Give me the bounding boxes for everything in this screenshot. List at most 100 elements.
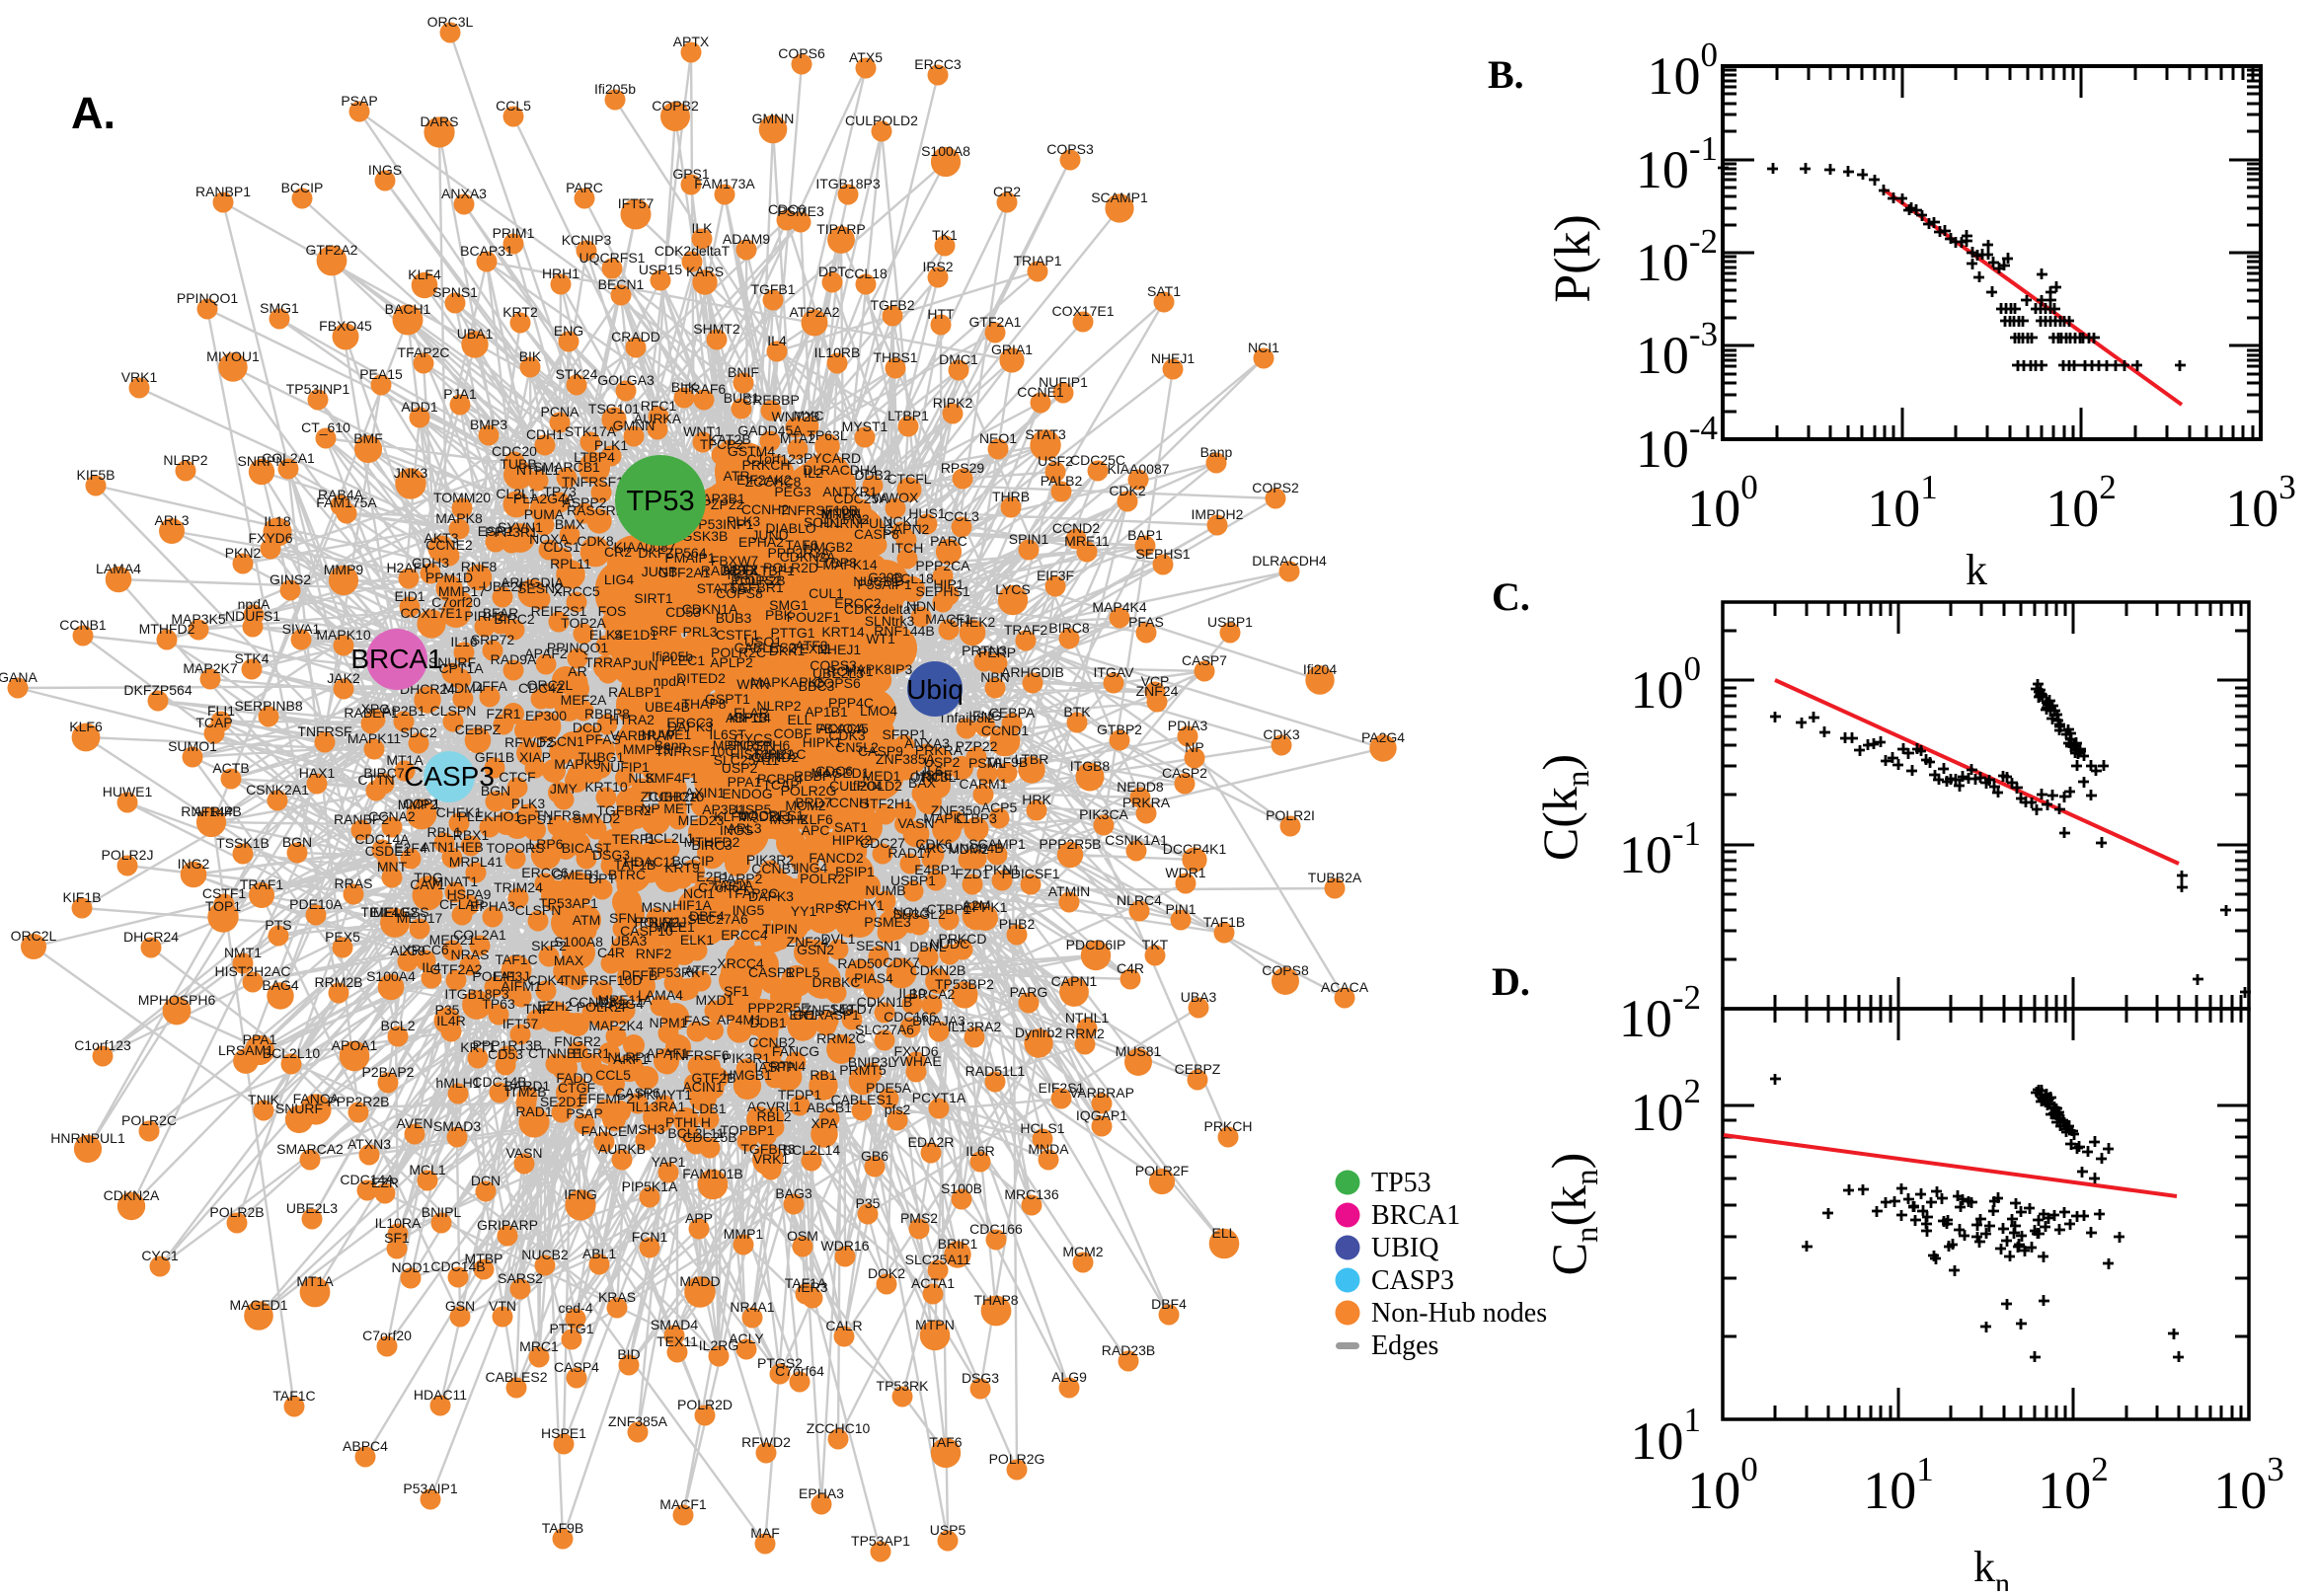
svg-text:PPP2R5B: PPP2R5B bbox=[1039, 836, 1101, 852]
svg-text:EN1: EN1 bbox=[789, 1007, 815, 1023]
svg-text:EID1: EID1 bbox=[394, 588, 425, 604]
svg-text:EPHA3: EPHA3 bbox=[799, 1485, 844, 1501]
svg-text:BNIP3L: BNIP3L bbox=[848, 1054, 895, 1070]
svg-text:POLR2C: POLR2C bbox=[121, 1112, 177, 1128]
svg-text:10-1: 10-1 bbox=[1636, 129, 1718, 199]
svg-text:YWHAE: YWHAE bbox=[890, 1053, 941, 1069]
svg-text:k: k bbox=[1966, 546, 1987, 594]
svg-text:ABPC4: ABPC4 bbox=[343, 1438, 388, 1454]
svg-text:PRTN3: PRTN3 bbox=[962, 643, 1007, 658]
svg-text:NDN: NDN bbox=[906, 598, 936, 614]
svg-text:REIF2S1: REIF2S1 bbox=[531, 603, 587, 619]
svg-text:ORC2L: ORC2L bbox=[11, 928, 57, 944]
svg-text:NLRP1: NLRP1 bbox=[607, 1049, 652, 1065]
svg-text:PFAS: PFAS bbox=[1128, 614, 1164, 630]
svg-text:FANCD2: FANCD2 bbox=[809, 850, 863, 866]
svg-text:FXYD6: FXYD6 bbox=[893, 1043, 938, 1059]
svg-text:10-2: 10-2 bbox=[1636, 222, 1718, 292]
svg-text:DLRACDH4: DLRACDH4 bbox=[803, 462, 878, 478]
svg-text:TGFBR3: TGFBR3 bbox=[740, 1141, 795, 1157]
svg-text:RABEP1: RABEP1 bbox=[344, 705, 398, 721]
svg-text:G20B: G20B bbox=[868, 570, 903, 585]
svg-text:SIRT1: SIRT1 bbox=[634, 590, 673, 606]
svg-text:TOMM20: TOMM20 bbox=[433, 490, 491, 505]
svg-text:SLC27A6: SLC27A6 bbox=[855, 1022, 914, 1037]
svg-text:BRCA1: BRCA1 bbox=[350, 644, 442, 674]
svg-text:NPM1: NPM1 bbox=[650, 1015, 688, 1030]
svg-text:PA2G4: PA2G4 bbox=[1361, 729, 1405, 745]
svg-text:PTS: PTS bbox=[265, 917, 291, 933]
svg-text:TUBB2A: TUBB2A bbox=[1308, 870, 1362, 885]
svg-text:NRAS: NRAS bbox=[451, 947, 490, 962]
svg-text:CDC14A: CDC14A bbox=[354, 831, 410, 847]
svg-text:CDS1: CDS1 bbox=[543, 539, 580, 555]
svg-text:MMP9: MMP9 bbox=[324, 562, 364, 577]
svg-text:MRE11: MRE11 bbox=[1064, 533, 1110, 549]
svg-text:CDK2: CDK2 bbox=[1109, 483, 1146, 498]
svg-text:EIF3J: EIF3J bbox=[494, 968, 530, 984]
svg-text:CCNH2: CCNH2 bbox=[741, 501, 789, 517]
svg-text:DLRACDH4: DLRACDH4 bbox=[1252, 553, 1327, 569]
svg-text:LTBP1: LTBP1 bbox=[888, 408, 929, 423]
svg-text:PSME3: PSME3 bbox=[777, 203, 824, 219]
svg-text:MAP4K4: MAP4K4 bbox=[1092, 599, 1146, 615]
svg-text:TGFB1: TGFB1 bbox=[750, 281, 795, 297]
svg-text:CCL3: CCL3 bbox=[944, 508, 979, 524]
svg-text:NLRP2: NLRP2 bbox=[163, 452, 207, 468]
svg-text:ING5: ING5 bbox=[733, 902, 765, 918]
svg-text:DRBKC: DRBKC bbox=[811, 974, 860, 990]
svg-text:Ubiq: Ubiq bbox=[906, 674, 964, 705]
svg-text:DKFZP564: DKFZP564 bbox=[638, 545, 706, 561]
svg-text:MTHFD2: MTHFD2 bbox=[139, 621, 195, 637]
svg-text:THRB: THRB bbox=[992, 489, 1030, 504]
svg-text:MAPKAPK5: MAPKAPK5 bbox=[750, 674, 825, 690]
svg-text:GRIPARP: GRIPARP bbox=[477, 1217, 538, 1233]
svg-text:GB6: GB6 bbox=[861, 1148, 888, 1164]
svg-text:GINS2: GINS2 bbox=[270, 571, 311, 587]
svg-text:SHMT2: SHMT2 bbox=[693, 321, 740, 337]
svg-text:TK1: TK1 bbox=[932, 227, 958, 243]
svg-text:WDR1: WDR1 bbox=[1165, 865, 1205, 880]
svg-text:KLF6: KLF6 bbox=[69, 719, 103, 734]
svg-text:PLK3: PLK3 bbox=[511, 796, 545, 811]
svg-text:TAF6: TAF6 bbox=[929, 1434, 962, 1450]
svg-text:FBXO45: FBXO45 bbox=[815, 721, 869, 736]
svg-text:ILK: ILK bbox=[691, 220, 713, 236]
svg-text:SEPHS1: SEPHS1 bbox=[915, 583, 969, 599]
svg-text:USP5: USP5 bbox=[930, 1522, 966, 1538]
svg-text:JUND: JUND bbox=[751, 527, 788, 543]
svg-text:CCNB2: CCNB2 bbox=[748, 1034, 796, 1050]
svg-text:PARC: PARC bbox=[930, 533, 967, 549]
svg-text:TP53RK: TP53RK bbox=[649, 964, 702, 980]
svg-text:CEBPZ: CEBPZ bbox=[455, 722, 502, 737]
svg-text:ZCCHC8: ZCCHC8 bbox=[745, 474, 802, 490]
svg-text:PPA1: PPA1 bbox=[243, 1031, 277, 1047]
svg-text:CCND1: CCND1 bbox=[981, 722, 1029, 738]
svg-text:CTCF: CTCF bbox=[499, 769, 535, 785]
svg-text:CCL18: CCL18 bbox=[844, 266, 888, 281]
svg-text:SRP72: SRP72 bbox=[471, 632, 515, 647]
svg-text:B.: B. bbox=[1488, 52, 1524, 97]
svg-text:ZNF148: ZNF148 bbox=[804, 1002, 854, 1018]
svg-text:MNT: MNT bbox=[377, 859, 408, 874]
svg-text:ARF1: ARF1 bbox=[613, 1051, 649, 1067]
svg-text:HIST2H2AC: HIST2H2AC bbox=[214, 963, 290, 979]
svg-text:SOD1: SOD1 bbox=[804, 514, 841, 530]
svg-text:CARM1: CARM1 bbox=[959, 776, 1007, 792]
svg-text:PMS2: PMS2 bbox=[900, 1210, 938, 1226]
svg-text:ced-4: ced-4 bbox=[558, 1300, 592, 1316]
svg-text:ITGB18P3: ITGB18P3 bbox=[444, 986, 509, 1002]
svg-text:WNT2B: WNT2B bbox=[772, 409, 820, 424]
svg-text:BCCIP: BCCIP bbox=[672, 853, 715, 869]
svg-text:ACIN1: ACIN1 bbox=[682, 1079, 723, 1095]
svg-text:CDK2deltaT: CDK2deltaT bbox=[655, 243, 731, 259]
svg-text:VASN: VASN bbox=[897, 815, 934, 831]
svg-text:SMG1: SMG1 bbox=[769, 597, 809, 613]
svg-text:KARS: KARS bbox=[686, 264, 724, 279]
svg-text:TP53: TP53 bbox=[626, 486, 694, 517]
svg-text:NLRC4: NLRC4 bbox=[1117, 892, 1162, 908]
svg-text:DBNL: DBNL bbox=[909, 939, 947, 954]
svg-text:TERF1: TERF1 bbox=[612, 831, 656, 847]
svg-text:MAPK8IP3: MAPK8IP3 bbox=[845, 661, 913, 677]
svg-text:MACF1: MACF1 bbox=[925, 611, 972, 627]
